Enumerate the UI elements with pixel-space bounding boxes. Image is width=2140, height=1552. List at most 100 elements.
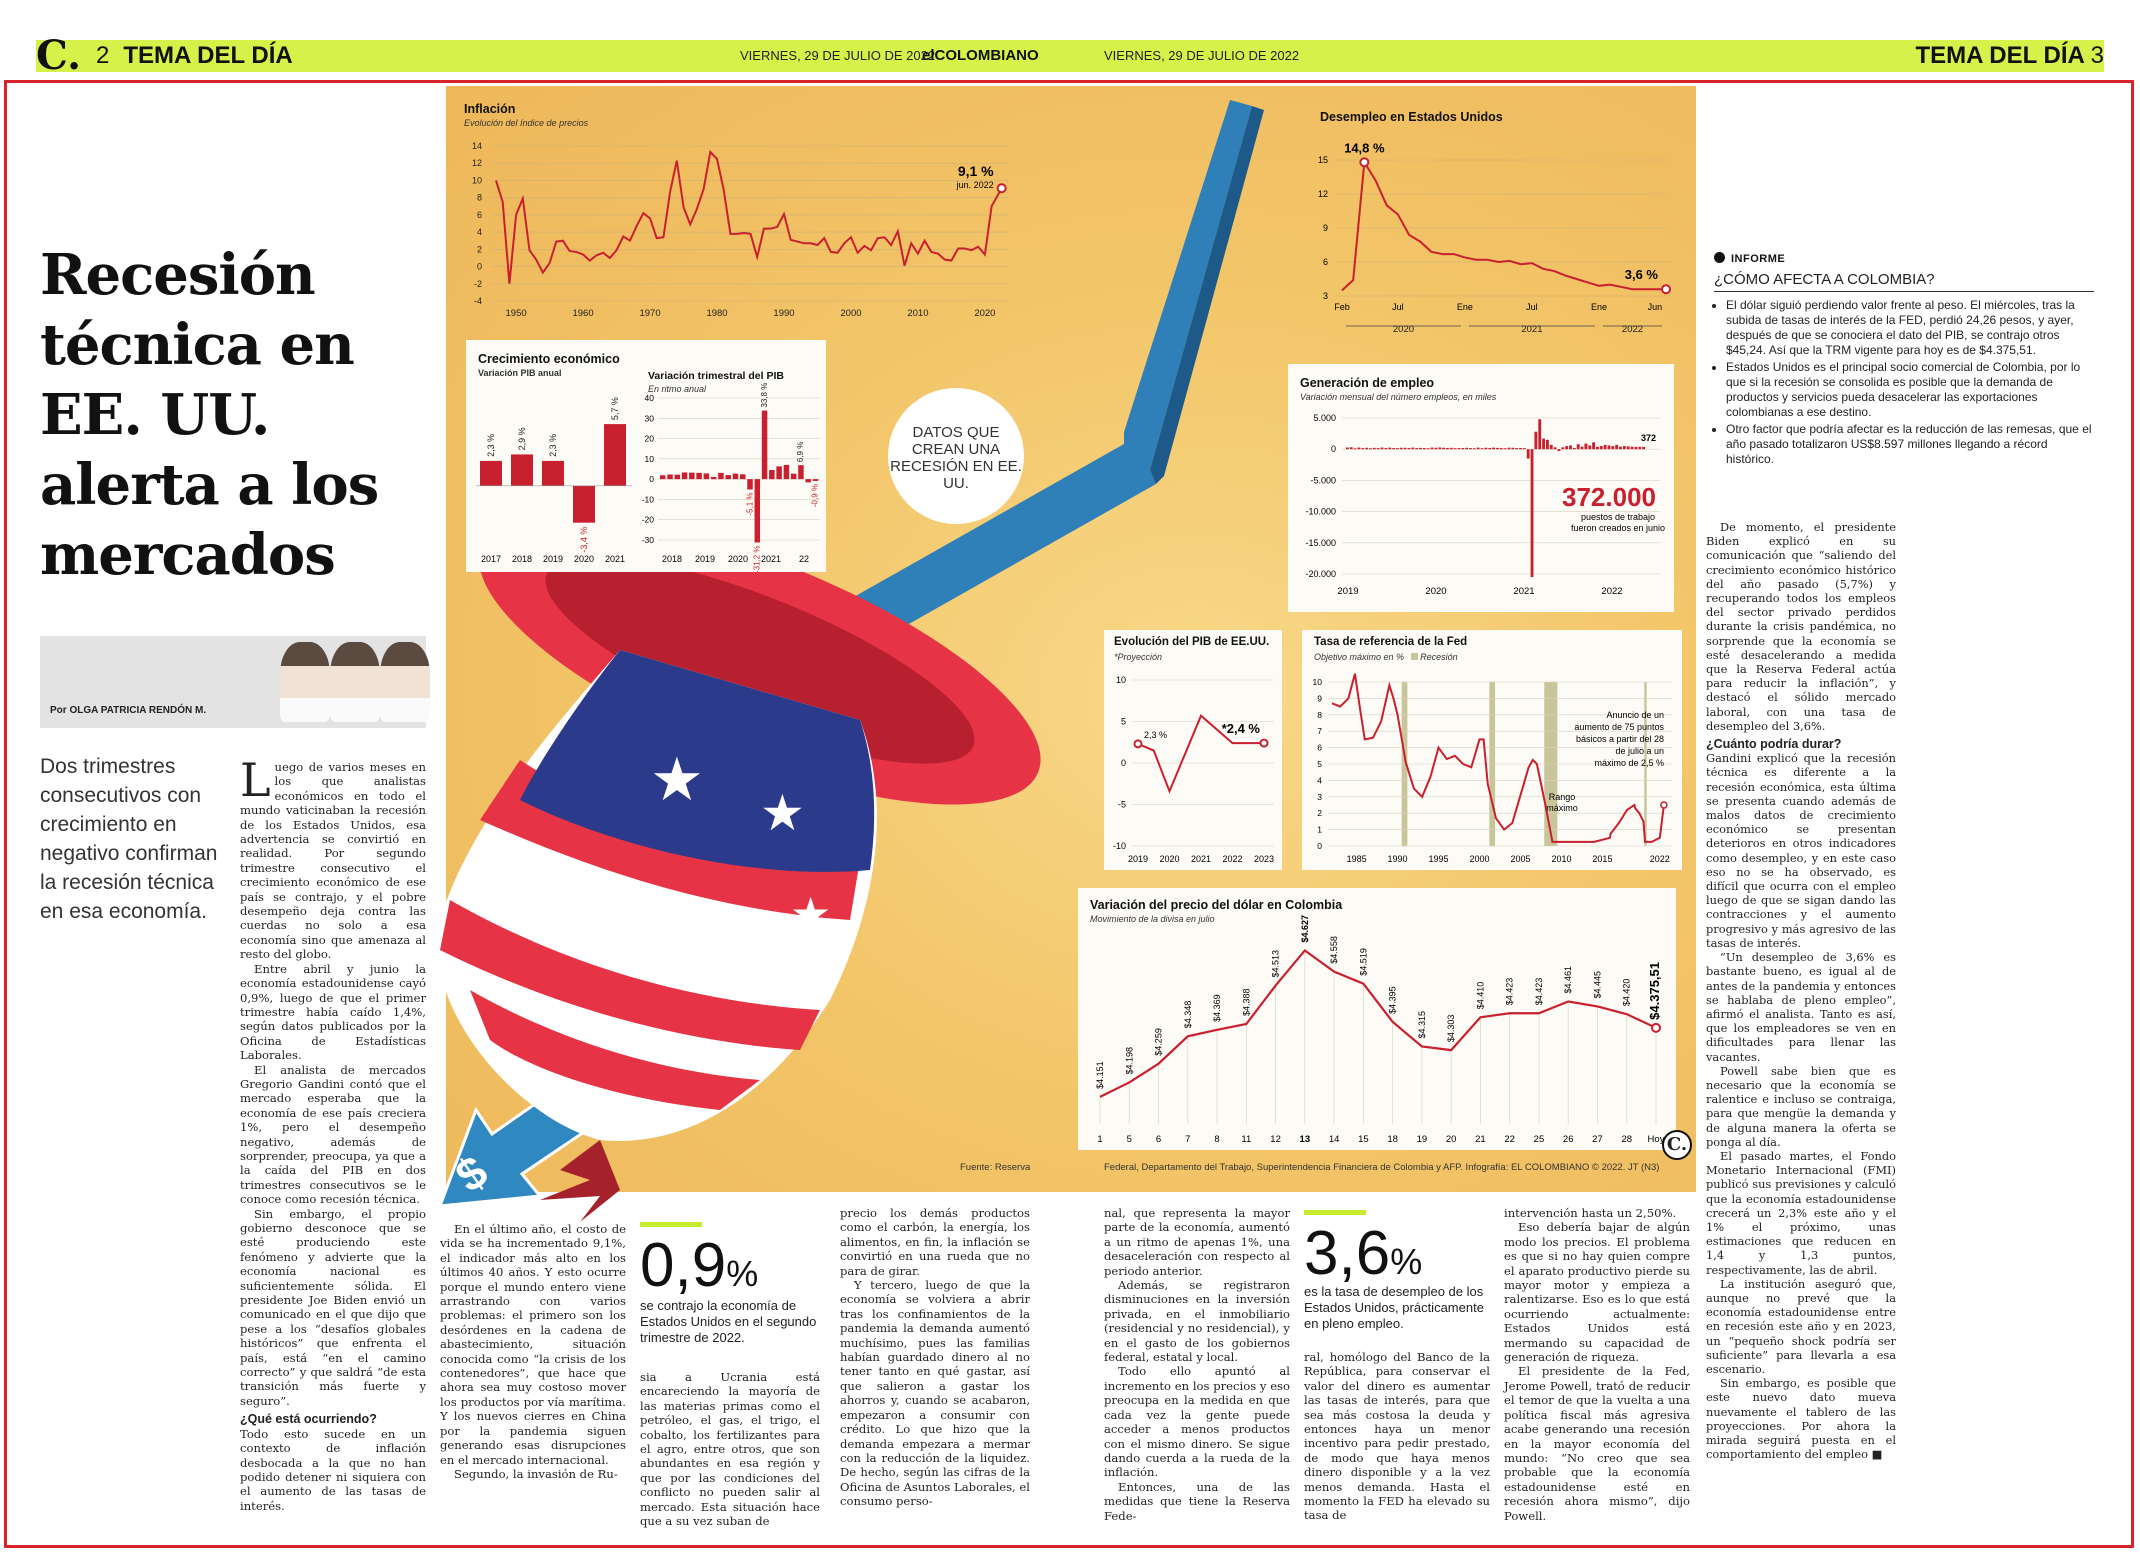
jobs-bar [1630, 446, 1634, 450]
x-tick-label: 2022 [1222, 854, 1242, 864]
infographic-badge: DATOS QUE CREAN UNA RECESIÓN EN EE. UU. [888, 388, 1024, 524]
jobs-bar [1353, 448, 1357, 450]
annotation-text: máximo de 2,5 % [1594, 758, 1664, 768]
jobs-bar [1534, 431, 1538, 450]
x-tick-label: 2021 [1513, 586, 1534, 597]
jobs-bar [1449, 447, 1453, 450]
y-tick-label: 6 [477, 210, 482, 220]
last-value-label: 372 [1641, 433, 1656, 443]
x-tick-label: 1970 [639, 308, 660, 319]
dollar-point-label: $4.348 [1183, 1001, 1193, 1029]
quarterly-gdp-label: 33,8 % [760, 383, 769, 408]
y-tick-label: 12 [1318, 189, 1328, 199]
quarterly-gdp-bar [696, 472, 702, 480]
x-tick-label: 2000 [1469, 854, 1489, 864]
jobs-bar [1522, 448, 1526, 450]
dollar-point-label: $4.445 [1592, 971, 1602, 999]
dollar-point-label: $4.558 [1329, 936, 1339, 964]
y-tick-label: 7 [1317, 726, 1322, 736]
x-tick-label: 12 [1270, 1134, 1281, 1145]
x-tick-label: 1985 [1347, 854, 1367, 864]
x-tick-label: Ene [1591, 302, 1607, 312]
x-tick-label: Jul [1526, 302, 1538, 312]
big-figure-unit: % [1390, 1241, 1423, 1282]
last-label: *2,4 % [1222, 721, 1261, 736]
x-tick-label: 8 [1214, 1134, 1219, 1145]
jobs-card: Generación de empleo Variación mensual d… [1288, 364, 1674, 612]
y-tick-label: -10 [1113, 841, 1126, 851]
quarterly-gdp-bar [667, 474, 673, 480]
dollar-point-label: $4.420 [1622, 979, 1632, 1007]
x-tick-label: 2015 [1592, 854, 1612, 864]
dollar-point-label: $4.388 [1241, 988, 1251, 1016]
unemployment-chart-card: Desempleo en Estados Unidos 15 12 9 6 3 Feb Ju… [1306, 96, 1686, 344]
right-page-header: TEMA DEL DÍA 3 [1916, 40, 2104, 72]
paragraph: Además, se registraron disminuciones en … [1104, 1278, 1290, 1365]
inflation-chart-subtitle: Evolución del índice de precios [464, 118, 589, 128]
figure-accent-bar [640, 1222, 702, 1227]
dollar-chart: $4.151 1 $4.198 5 $4.259 6 $4.348 7 $4.369 8 $4.38… [1095, 915, 1665, 1145]
column-7: intervención hasta un 2,50%. Eso debería… [1504, 1206, 1690, 1523]
jobs-bar [1619, 446, 1622, 450]
big-figure-unemployment-caption: es la tasa de desempleo de los Estados U… [1304, 1284, 1484, 1331]
x-tick-label: 13 [1300, 1134, 1311, 1145]
y-tick-label: -20 [642, 515, 655, 525]
jobs-big-value: 372.000 [1562, 482, 1656, 512]
jobs-bar [1407, 447, 1411, 450]
big-figure-value: 3,6 [1304, 1219, 1391, 1288]
paragraph: El pasado martes, el Fondo Monetario Int… [1706, 1148, 1896, 1277]
last-point [1651, 1022, 1661, 1033]
article-headline: Recesión técnica en EE. UU. alerta a los… [40, 242, 379, 588]
inflation-chart-card: Inflación Evolución del índice de precio… [460, 96, 1030, 326]
jobs-bar [1430, 447, 1434, 450]
quarterly-gdp-bar [681, 472, 688, 480]
x-tick-label: 21 [1475, 1134, 1486, 1145]
quarterly-gdp-bar [769, 470, 775, 480]
column-6: ral, homólogo del Banco de la República,… [1304, 1350, 1490, 1523]
y-tick-label: -15.000 [1305, 538, 1336, 548]
x-tick-label: 26 [1563, 1134, 1574, 1145]
star-icon: ★ [790, 888, 831, 940]
x-tick-label: 22 [1504, 1134, 1515, 1145]
y-tick-label: 8 [477, 193, 482, 203]
dollar-point-label: $4.315 [1417, 1011, 1427, 1039]
source-credit-left: Fuente: Reserva [960, 1162, 1031, 1173]
jobs-bar [1626, 446, 1630, 450]
x-tick-label: Jul [1392, 302, 1404, 312]
right-page-date: VIERNES, 29 DE JULIO DE 2022 [1104, 48, 1300, 63]
author-photo [280, 642, 330, 722]
jobs-bar [1638, 446, 1642, 450]
jobs-bar [1542, 438, 1545, 450]
jobs-bar [1346, 447, 1349, 450]
y-tick-label: 1 [1317, 825, 1322, 835]
jobs-bar [1434, 447, 1438, 450]
x-tick-label: 2019 [695, 554, 715, 564]
list-item: Estados Unidos es el principal socio com… [1726, 360, 2094, 420]
informe-tag: INFORME [1714, 252, 2094, 265]
x-tick-label: 2019 [1337, 586, 1358, 597]
y-tick-label: 20 [645, 434, 655, 444]
jobs-bar [1538, 419, 1542, 450]
jobs-bar [1361, 448, 1365, 450]
column-2: En el último año, el costo de vida se ha… [440, 1222, 626, 1481]
year-label: 2022 [1622, 324, 1643, 335]
jobs-bar [1457, 448, 1461, 450]
x-tick-label: 2000 [840, 308, 861, 319]
informe-tag-text: INFORME [1731, 253, 1786, 265]
jobs-bar [1503, 448, 1507, 450]
x-tick-label: 1960 [572, 308, 593, 319]
jobs-bar [1557, 449, 1561, 452]
unemployment-chart: 15 12 9 6 3 Feb Jul Ene Jul Ene Jun 2020 2021 2022 14,… [1318, 140, 1671, 335]
dollar-line [1099, 948, 1657, 1098]
arrow-shaft-shadow [1150, 106, 1264, 484]
paragraph: El presidente de la Fed, Jerome Powell, … [1504, 1364, 1690, 1523]
jobs-bar [1584, 443, 1588, 450]
recession-legend-swatch [1410, 653, 1418, 660]
x-tick-label: 2022 [1650, 854, 1670, 864]
last-label: 3,6 % [1625, 267, 1659, 282]
y-tick-label: -5 [1118, 800, 1126, 810]
dollar-point-label: $4.423 [1534, 978, 1544, 1006]
jobs-bar [1561, 447, 1565, 450]
x-tick-label: 1990 [773, 308, 794, 319]
